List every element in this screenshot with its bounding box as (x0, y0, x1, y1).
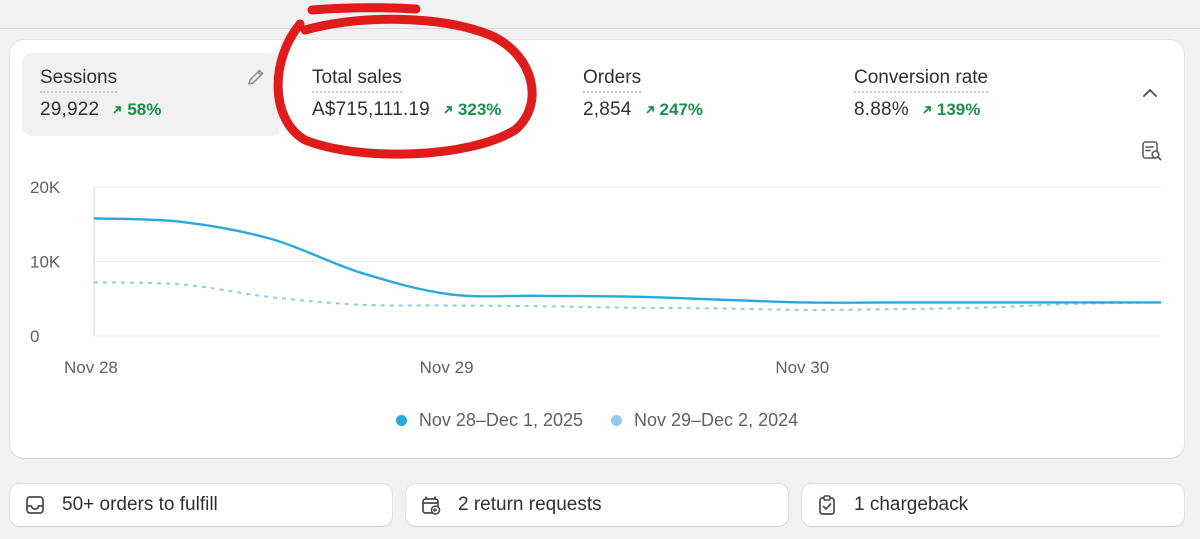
x-tick-label: Nov 29 (420, 358, 474, 377)
chart-search-icon[interactable] (1141, 140, 1163, 162)
legend-item-previous[interactable]: Nov 29–Dec 2, 2024 (611, 410, 798, 431)
metric-change-value: 247% (659, 100, 704, 119)
metric-label: Orders (583, 67, 642, 93)
arrow-up-right-icon (923, 106, 931, 114)
metric-change: 58% (111, 100, 161, 120)
metric-value: 2,854 (583, 99, 632, 120)
metric-change-value: 139% (936, 100, 981, 119)
metric-sessions[interactable]: Sessions 29,922 58% (22, 53, 280, 136)
legend-dot (395, 415, 407, 426)
chevron-up-icon[interactable] (1140, 86, 1160, 100)
analytics-card: Sessions 29,922 58% Total sales A$715,11… (10, 40, 1184, 458)
return-box-icon (422, 496, 441, 515)
arrow-up-right-icon (645, 106, 654, 114)
metric-change: 139% (921, 100, 980, 120)
metric-conversion-rate[interactable]: Conversion rate 8.88% 139% (836, 53, 1094, 136)
pencil-icon[interactable] (246, 67, 266, 87)
y-tick-label: 20K (30, 178, 61, 197)
orders-to-fulfill-button[interactable]: 50+ orders to fulfill (10, 484, 392, 526)
metric-change-value: 58% (127, 100, 162, 119)
arrow-up-right-icon (113, 106, 122, 114)
metric-label: Conversion rate (854, 67, 989, 93)
metric-value: 29,922 (40, 99, 100, 120)
top-bar (0, 0, 1200, 29)
clipboard-check-icon (819, 495, 835, 515)
metric-value: 8.88% (854, 99, 909, 120)
y-tick-label: 0 (30, 327, 39, 346)
series-line-current (93, 217, 1161, 304)
tile-label: 2 return requests (458, 494, 602, 515)
tile-label: 50+ orders to fulfill (62, 494, 218, 515)
inbox-icon (26, 496, 44, 514)
legend-item-current[interactable]: Nov 28–Dec 1, 2025 (395, 410, 583, 431)
legend-dot (611, 415, 622, 426)
x-tick-label: Nov 28 (64, 358, 118, 377)
chargeback-button[interactable]: 1 chargeback (802, 484, 1184, 526)
return-requests-button[interactable]: 2 return requests (406, 484, 788, 526)
sales-line-chart: 20K 10K 0 Nov 28 Nov 29 Nov 30 (30, 178, 1162, 377)
metric-label: Sessions (40, 67, 118, 93)
y-tick-label: 10K (30, 253, 61, 272)
chart-legend: Nov 28–Dec 1, 2025 Nov 29–Dec 2, 2024 (10, 410, 1184, 431)
legend-label: Nov 29–Dec 2, 2024 (634, 410, 799, 430)
metric-change: 247% (644, 100, 703, 120)
metric-orders[interactable]: Orders 2,854 247% (565, 53, 823, 136)
x-tick-label: Nov 30 (775, 358, 829, 377)
series-line-previous (93, 281, 1162, 311)
tile-label: 1 chargeback (854, 494, 969, 515)
legend-label: Nov 28–Dec 1, 2025 (418, 410, 583, 430)
